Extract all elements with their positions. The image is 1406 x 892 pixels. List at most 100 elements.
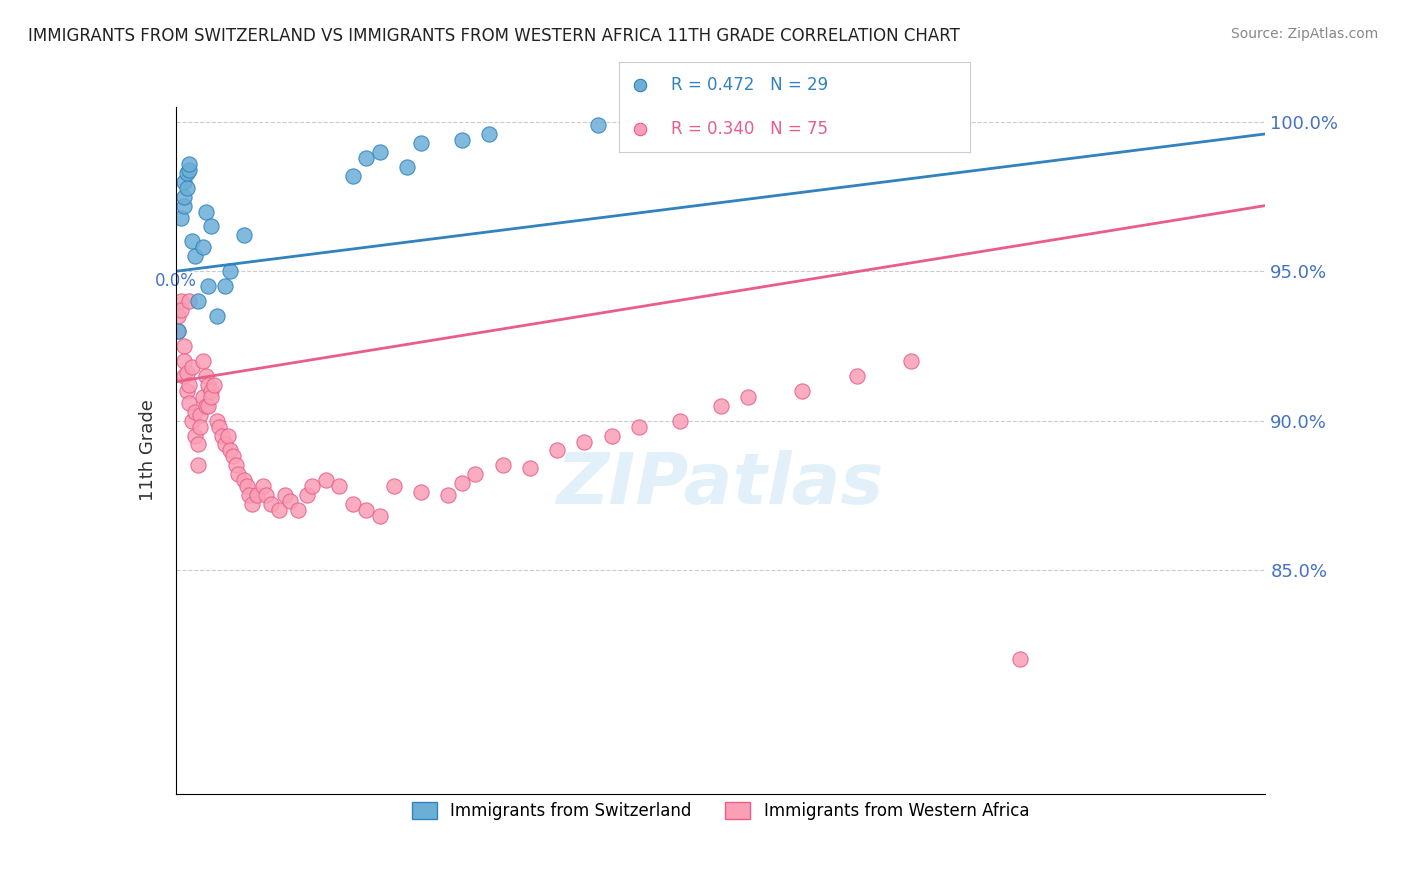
Point <box>240 497 263 511</box>
Point <box>356 503 378 517</box>
Point <box>186 437 209 451</box>
Point <box>173 368 195 383</box>
Point <box>219 443 242 458</box>
Point <box>181 414 204 428</box>
Point <box>437 488 460 502</box>
Point <box>179 157 201 171</box>
Point <box>176 166 198 180</box>
Point <box>409 136 432 150</box>
Point <box>200 390 222 404</box>
Point <box>368 145 391 159</box>
Point <box>342 169 364 183</box>
Point <box>179 377 201 392</box>
Point <box>173 189 195 203</box>
Point <box>254 488 277 502</box>
Point <box>217 428 239 442</box>
Point <box>176 180 198 194</box>
Point <box>205 414 228 428</box>
Point <box>225 458 247 473</box>
Point <box>211 428 233 442</box>
Point <box>315 473 337 487</box>
Point <box>173 198 195 212</box>
Point <box>246 488 269 502</box>
Point <box>900 354 922 368</box>
Point <box>478 127 501 141</box>
Point <box>627 419 650 434</box>
Point <box>191 354 214 368</box>
Point <box>668 414 690 428</box>
Point <box>274 488 297 502</box>
Text: R = 0.340   N = 75: R = 0.340 N = 75 <box>672 120 828 138</box>
Text: 0.0%: 0.0% <box>155 272 197 290</box>
Point <box>941 120 963 135</box>
Point <box>1010 652 1032 666</box>
Point <box>228 467 250 482</box>
Point <box>188 419 211 434</box>
Point <box>232 473 254 487</box>
Y-axis label: 11th Grade: 11th Grade <box>139 400 157 501</box>
Point <box>181 235 204 249</box>
Point <box>173 339 195 353</box>
Point <box>382 479 405 493</box>
Point <box>197 279 219 293</box>
Point <box>464 467 486 482</box>
Point <box>200 219 222 234</box>
Point <box>287 503 309 517</box>
Point <box>628 78 651 92</box>
Point <box>167 324 190 338</box>
Point <box>194 368 217 383</box>
Point <box>356 151 378 165</box>
Point <box>208 419 231 434</box>
Point <box>214 279 236 293</box>
Point <box>188 408 211 422</box>
Point <box>301 479 323 493</box>
Point <box>368 509 391 524</box>
Point <box>238 488 260 502</box>
Point <box>546 443 568 458</box>
Point <box>574 434 596 449</box>
Point <box>194 204 217 219</box>
Text: IMMIGRANTS FROM SWITZERLAND VS IMMIGRANTS FROM WESTERN AFRICA 11TH GRADE CORRELA: IMMIGRANTS FROM SWITZERLAND VS IMMIGRANT… <box>28 27 960 45</box>
Text: ZIPatlas: ZIPatlas <box>557 450 884 519</box>
Point <box>200 384 222 398</box>
Point <box>222 450 245 464</box>
Point <box>600 428 623 442</box>
Point <box>186 458 209 473</box>
Point <box>295 488 318 502</box>
Point <box>191 390 214 404</box>
Point <box>191 240 214 254</box>
Point <box>519 461 541 475</box>
Point <box>170 303 193 318</box>
Text: R = 0.472   N = 29: R = 0.472 N = 29 <box>672 76 828 94</box>
Point <box>184 249 207 263</box>
Point <box>450 476 472 491</box>
Point <box>235 479 257 493</box>
Point <box>710 399 733 413</box>
Point <box>278 494 301 508</box>
Point <box>194 399 217 413</box>
Point <box>342 497 364 511</box>
Point <box>173 354 195 368</box>
Point <box>170 294 193 309</box>
Point <box>176 384 198 398</box>
Point <box>202 377 225 392</box>
Point <box>176 366 198 380</box>
Point <box>197 399 219 413</box>
Point <box>792 384 814 398</box>
Point <box>396 160 419 174</box>
Point <box>628 122 651 136</box>
Point <box>737 390 759 404</box>
Point <box>409 485 432 500</box>
Point <box>167 309 190 323</box>
Point <box>492 458 515 473</box>
Point <box>845 368 868 383</box>
Point <box>269 503 291 517</box>
Point <box>328 479 350 493</box>
Point <box>179 294 201 309</box>
Legend: Immigrants from Switzerland, Immigrants from Western Africa: Immigrants from Switzerland, Immigrants … <box>405 796 1036 827</box>
Point <box>170 211 193 225</box>
Point <box>167 324 190 338</box>
Point <box>197 377 219 392</box>
Point <box>186 294 209 309</box>
Text: Source: ZipAtlas.com: Source: ZipAtlas.com <box>1230 27 1378 41</box>
